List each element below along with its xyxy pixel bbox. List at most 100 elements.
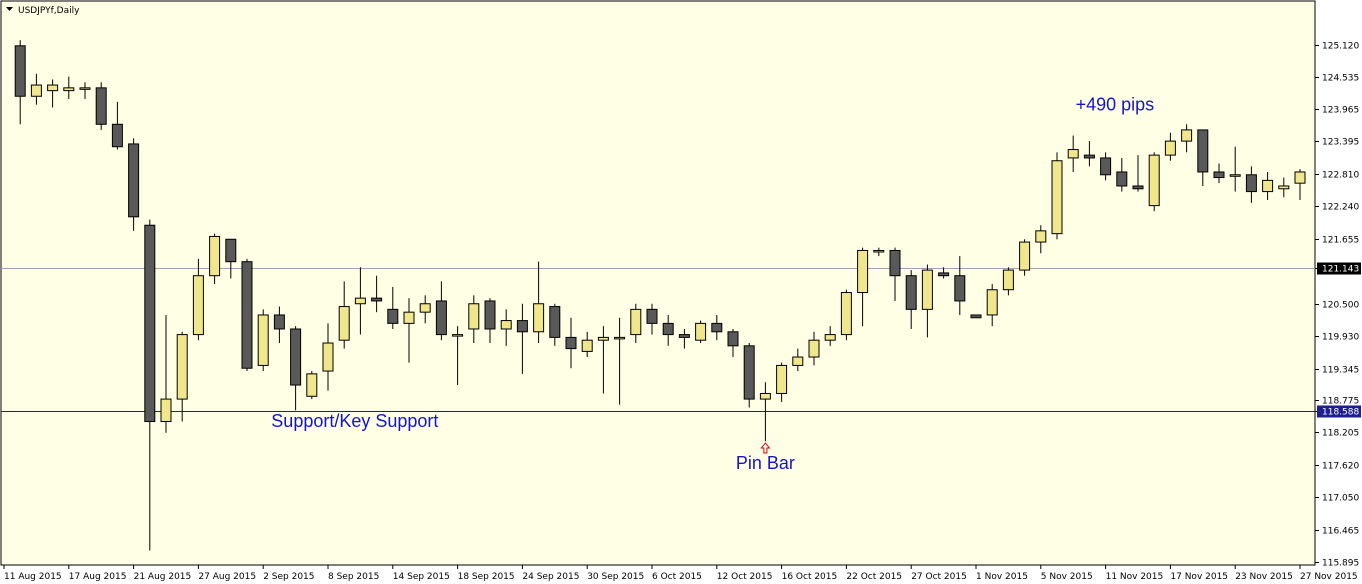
candle <box>1278 177 1290 198</box>
candle <box>921 264 933 338</box>
bull-candle-body <box>419 303 431 313</box>
candle <box>452 326 464 386</box>
chart-title: USDJPYf,Daily <box>18 6 80 16</box>
bull-candle-body <box>614 336 626 340</box>
candle <box>95 82 107 130</box>
bear-candle-body <box>905 275 917 310</box>
x-tick-label: 6 Oct 2015 <box>652 572 702 582</box>
y-tick-label: 118.588 <box>1322 408 1359 418</box>
x-tick-label: 1 Nov 2015 <box>976 572 1028 582</box>
candle <box>824 326 836 346</box>
bull-candle-body <box>776 364 788 394</box>
candle <box>338 281 350 349</box>
bull-candle-body <box>500 320 512 330</box>
candle <box>776 362 788 402</box>
candle <box>290 326 302 411</box>
bull-candle-body <box>1002 269 1014 291</box>
x-tick-label: 23 Nov 2015 <box>1235 572 1293 582</box>
candle <box>646 303 658 335</box>
candle <box>678 328 690 349</box>
bear-candle-body <box>1197 129 1209 173</box>
y-tick-label: 122.810 <box>1322 171 1359 181</box>
candle <box>614 317 626 405</box>
candle <box>1132 155 1144 192</box>
bear-candle-body <box>1116 171 1128 187</box>
bull-candle-body <box>597 336 609 341</box>
bear-candle-body <box>1213 171 1225 179</box>
candle <box>662 314 674 346</box>
candle <box>565 317 577 369</box>
bull-candle-body <box>30 84 42 97</box>
bull-candle-body <box>354 297 366 305</box>
bear-candle-body <box>662 322 674 336</box>
candle <box>727 328 739 358</box>
candle <box>273 306 285 344</box>
x-tick-label: 21 Aug 2015 <box>134 572 192 582</box>
x-tick-label: 27 Aug 2015 <box>198 572 256 582</box>
bull-candle-body <box>79 87 91 90</box>
bear-candle-body <box>889 249 901 277</box>
bear-candle-body <box>290 328 302 386</box>
candle <box>500 309 512 346</box>
bull-candle-body <box>986 289 998 316</box>
candle <box>970 314 982 319</box>
bull-candle-body <box>468 303 480 330</box>
bear-candle-body <box>128 143 140 218</box>
x-tick-label: 22 Oct 2015 <box>846 572 902 582</box>
y-tick-label: 117.620 <box>1322 462 1359 472</box>
bull-candle-body <box>306 373 318 397</box>
bull-candle-body <box>176 334 188 400</box>
bull-candle-body <box>1262 179 1274 193</box>
candle <box>533 261 545 344</box>
bear-candle-body <box>484 300 496 330</box>
candle <box>905 270 917 329</box>
y-tick-label: 121.655 <box>1322 236 1359 246</box>
candle <box>516 303 528 374</box>
support-price-tag <box>1317 405 1361 418</box>
chart-menu-triangle-icon[interactable] <box>6 7 13 11</box>
bear-candle-body <box>1132 185 1144 190</box>
y-tick-label: 119.345 <box>1322 366 1359 376</box>
candle <box>144 219 156 551</box>
candle <box>176 331 188 422</box>
bull-candle-body <box>921 269 933 310</box>
candle <box>1035 225 1047 254</box>
y-tick-label: 120.500 <box>1322 301 1359 311</box>
bull-candle-body <box>792 356 804 366</box>
x-tick-label: 30 Sep 2015 <box>587 572 644 582</box>
y-tick-label: 124.535 <box>1322 74 1359 84</box>
candle <box>225 238 237 279</box>
bull-candle-body <box>759 392 771 400</box>
candle <box>938 267 950 279</box>
candle <box>79 82 91 100</box>
bear-candle-body <box>387 308 399 324</box>
y-tick-label: 116.465 <box>1322 527 1359 537</box>
x-tick-label: 24 Sep 2015 <box>522 572 579 582</box>
pin-bar-annotation: Pin Bar <box>736 453 795 473</box>
bull-candle-body <box>695 322 707 341</box>
bear-candle-body <box>435 300 447 336</box>
candle <box>209 233 221 285</box>
candle <box>1083 141 1095 167</box>
candle <box>241 258 253 372</box>
candle <box>1181 124 1193 153</box>
bear-candle-body <box>954 275 966 302</box>
candle <box>1002 267 1014 296</box>
bear-candle-body <box>516 320 528 333</box>
candle <box>743 343 755 408</box>
candle <box>954 256 966 315</box>
candle <box>257 309 269 372</box>
bull-candle-body <box>857 249 869 294</box>
bull-candle-body <box>209 235 221 277</box>
candle <box>581 331 593 358</box>
candle <box>192 258 204 341</box>
candle <box>840 289 852 341</box>
bull-candle-body <box>338 306 350 341</box>
bull-candle-body <box>824 334 836 341</box>
candle <box>419 295 431 324</box>
candle <box>1100 152 1112 181</box>
candle <box>1245 166 1257 203</box>
bull-candle-body <box>1229 174 1241 177</box>
y-tick-label: 125.120 <box>1322 42 1359 52</box>
y-tick-label: 119.930 <box>1322 333 1359 343</box>
